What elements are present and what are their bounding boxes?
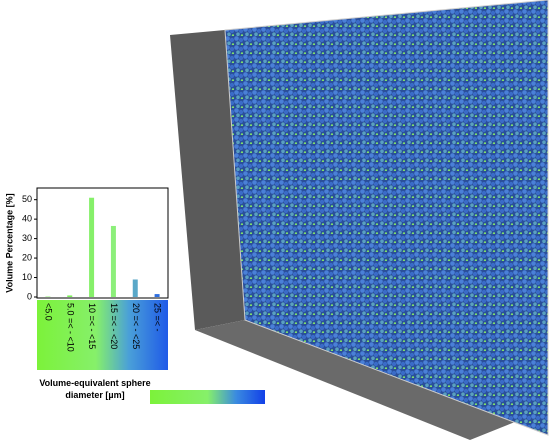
x-tick-label: 5.0 =< - <10 — [65, 303, 75, 352]
colorbar-label-line: diameter [µm] — [65, 390, 124, 400]
volume-outline — [224, 0, 549, 436]
bar — [132, 279, 138, 297]
colorbar-label-line: Volume-equivalent sphere — [39, 378, 150, 388]
particle-volume — [225, 0, 548, 435]
x-tick-label: <5.0 — [44, 303, 54, 321]
colorbar — [150, 390, 265, 404]
bar — [89, 197, 95, 297]
y-tick-label: 10 — [22, 272, 32, 282]
bar — [67, 295, 73, 297]
slab-bottom — [195, 320, 520, 440]
bar — [154, 294, 160, 297]
x-tick-label: 25 =< - — [153, 303, 163, 332]
bar — [110, 225, 116, 297]
slab-edge — [170, 30, 245, 330]
category-band — [37, 300, 168, 370]
y-tick-label: 0 — [27, 291, 32, 301]
x-tick-label: 10 =< - <15 — [87, 303, 97, 349]
x-tick-label: 15 =< - <20 — [109, 303, 119, 349]
y-axis-label: Volume Percentage [%] — [4, 193, 14, 292]
y-tick-label: 50 — [22, 194, 32, 204]
plot-area — [36, 187, 169, 299]
y-tick-label: 40 — [22, 214, 32, 224]
x-tick-label: 20 =< - <25 — [131, 303, 141, 349]
y-tick-label: 20 — [22, 252, 32, 262]
y-tick-label: 30 — [22, 233, 32, 243]
colorbar-label: Volume-equivalent sphere diameter [µm] — [39, 378, 150, 400]
